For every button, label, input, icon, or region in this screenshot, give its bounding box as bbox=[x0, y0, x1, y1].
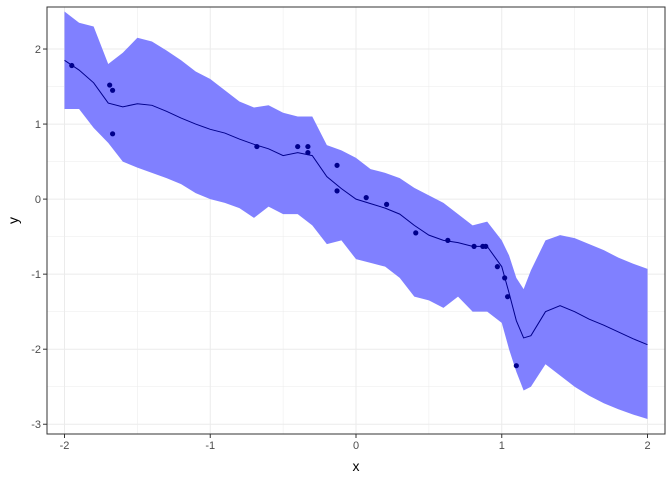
data-point bbox=[305, 149, 311, 156]
data-point bbox=[445, 237, 451, 243]
data-point bbox=[504, 294, 511, 300]
y-tick-label: 0 bbox=[35, 194, 41, 206]
x-tick-label: 1 bbox=[499, 440, 505, 452]
data-points bbox=[69, 62, 519, 369]
x-tick-label: 2 bbox=[644, 440, 650, 452]
y-tick-label: 1 bbox=[35, 119, 41, 131]
fitted-curve bbox=[64, 59, 648, 346]
data-point bbox=[305, 143, 311, 150]
y-tick-label: -1 bbox=[31, 269, 41, 281]
data-point bbox=[413, 230, 419, 236]
y-tick-label: 2 bbox=[35, 44, 41, 56]
confidence-band bbox=[64, 11, 648, 419]
data-point bbox=[69, 62, 75, 69]
data-point bbox=[502, 275, 508, 281]
x-tick-label: 0 bbox=[353, 440, 359, 452]
data-point bbox=[109, 87, 116, 93]
y-tick-label: -3 bbox=[31, 419, 41, 431]
data-point bbox=[363, 195, 369, 201]
data-point bbox=[107, 82, 113, 88]
x-tick-label: -2 bbox=[60, 440, 70, 452]
data-point bbox=[483, 243, 489, 249]
axes: -2 -1 0 1 2 -3 -2 -1 0 1 2 bbox=[31, 44, 650, 452]
y-tick-label: -2 bbox=[31, 344, 41, 356]
data-point bbox=[295, 143, 301, 150]
data-point bbox=[384, 201, 390, 207]
data-point bbox=[109, 131, 116, 137]
data-point bbox=[334, 162, 340, 168]
data-point bbox=[494, 264, 500, 270]
data-point bbox=[254, 143, 260, 150]
y-axis-title: y bbox=[5, 217, 21, 224]
data-point bbox=[513, 363, 519, 369]
data-point bbox=[471, 243, 477, 249]
data-point bbox=[334, 188, 340, 194]
x-tick-label: -1 bbox=[205, 440, 215, 452]
x-axis-title: x bbox=[353, 458, 360, 474]
